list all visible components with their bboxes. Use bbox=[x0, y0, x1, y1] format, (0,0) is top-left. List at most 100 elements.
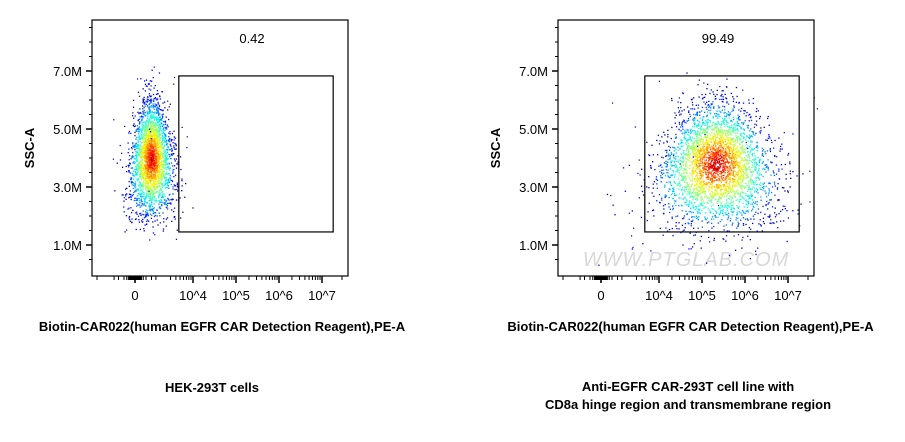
event-point bbox=[757, 189, 759, 191]
event-point bbox=[675, 200, 677, 202]
event-point bbox=[148, 160, 150, 163]
event-point bbox=[150, 185, 153, 187]
event-point bbox=[144, 130, 146, 133]
event-point bbox=[704, 196, 706, 198]
event-point bbox=[667, 153, 670, 155]
event-point bbox=[145, 145, 147, 147]
event-point bbox=[707, 135, 709, 137]
event-point bbox=[682, 164, 684, 166]
event-point bbox=[720, 163, 722, 165]
event-point bbox=[713, 141, 715, 143]
event-point bbox=[149, 133, 151, 135]
event-point bbox=[140, 193, 143, 196]
event-point bbox=[148, 153, 150, 155]
event-point bbox=[749, 168, 751, 170]
event-point bbox=[160, 175, 163, 177]
event-point bbox=[692, 142, 694, 144]
event-point bbox=[727, 178, 729, 180]
event-point bbox=[164, 195, 166, 197]
event-point bbox=[162, 184, 164, 186]
event-point bbox=[686, 72, 688, 74]
event-point bbox=[147, 116, 149, 118]
event-point bbox=[705, 165, 707, 168]
event-point bbox=[706, 156, 708, 159]
event-point bbox=[721, 93, 723, 96]
event-point bbox=[727, 130, 729, 132]
event-point bbox=[159, 175, 162, 177]
event-point bbox=[174, 137, 177, 139]
event-point bbox=[752, 201, 755, 203]
event-point bbox=[741, 214, 743, 216]
event-point bbox=[138, 174, 140, 176]
event-point bbox=[146, 162, 148, 164]
event-point bbox=[147, 148, 149, 150]
event-point bbox=[134, 135, 136, 137]
event-point bbox=[742, 177, 744, 179]
event-point bbox=[631, 248, 633, 250]
event-point bbox=[141, 175, 143, 178]
event-point bbox=[693, 97, 695, 99]
event-point bbox=[774, 185, 776, 187]
event-point bbox=[157, 103, 159, 105]
event-point bbox=[751, 195, 753, 197]
event-point bbox=[151, 130, 153, 132]
event-point bbox=[765, 204, 767, 207]
event-point bbox=[156, 161, 158, 163]
event-point bbox=[155, 119, 158, 121]
event-point bbox=[732, 191, 734, 193]
event-point bbox=[151, 185, 154, 187]
event-point bbox=[129, 155, 131, 157]
event-point bbox=[687, 146, 689, 148]
event-point bbox=[162, 183, 164, 185]
event-point bbox=[755, 253, 757, 256]
event-point bbox=[151, 121, 154, 123]
event-point bbox=[717, 186, 719, 188]
event-point bbox=[157, 152, 159, 155]
event-point bbox=[667, 133, 669, 136]
event-point bbox=[727, 147, 729, 150]
event-point bbox=[168, 136, 170, 138]
event-point bbox=[715, 149, 717, 151]
event-point bbox=[715, 189, 717, 191]
event-point bbox=[737, 225, 739, 227]
event-point bbox=[145, 188, 147, 190]
event-point bbox=[145, 85, 147, 87]
event-point bbox=[738, 119, 740, 121]
event-point bbox=[156, 187, 159, 189]
event-point bbox=[158, 141, 161, 143]
event-point bbox=[132, 143, 134, 145]
event-point bbox=[140, 137, 142, 140]
event-point bbox=[669, 161, 671, 163]
event-point bbox=[694, 192, 696, 194]
event-point bbox=[727, 137, 729, 139]
event-point bbox=[161, 183, 163, 186]
event-point bbox=[717, 161, 719, 163]
event-point bbox=[164, 203, 166, 205]
event-point bbox=[144, 155, 147, 157]
event-point bbox=[137, 154, 139, 157]
event-point bbox=[712, 195, 714, 197]
event-point bbox=[726, 214, 728, 216]
event-point bbox=[130, 177, 133, 179]
event-point bbox=[773, 222, 775, 224]
event-point bbox=[164, 138, 166, 140]
event-point bbox=[150, 102, 152, 104]
event-point bbox=[727, 111, 730, 113]
event-point bbox=[722, 129, 724, 131]
event-point bbox=[716, 133, 719, 135]
event-point bbox=[149, 165, 151, 167]
event-point bbox=[148, 175, 150, 178]
event-point bbox=[712, 147, 714, 149]
event-point bbox=[711, 185, 713, 188]
event-point bbox=[143, 148, 145, 150]
event-point bbox=[727, 175, 730, 177]
event-point bbox=[154, 167, 156, 169]
event-point bbox=[678, 128, 680, 130]
event-point bbox=[133, 125, 135, 128]
event-point bbox=[741, 170, 743, 172]
event-point bbox=[128, 181, 130, 183]
event-point bbox=[717, 117, 719, 119]
event-point bbox=[157, 137, 159, 139]
event-point bbox=[730, 217, 732, 220]
event-point bbox=[147, 96, 149, 98]
